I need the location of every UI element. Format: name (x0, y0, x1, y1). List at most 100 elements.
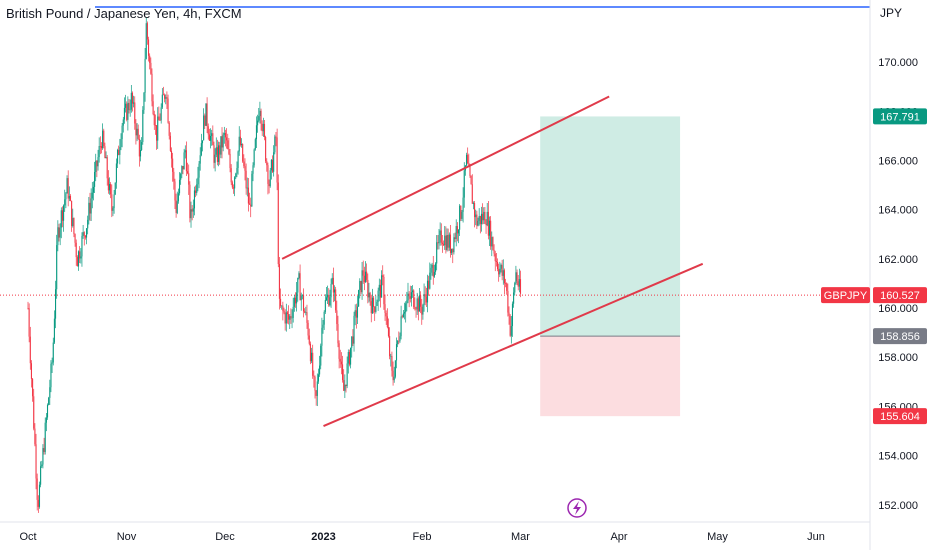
y-tick-label: 160.000 (878, 303, 918, 315)
candle-body (185, 150, 187, 172)
candle-body (105, 157, 107, 159)
candle-body (271, 159, 274, 172)
candle-body (103, 130, 105, 147)
x-tick-label: 2023 (311, 531, 335, 543)
candle-body (423, 294, 425, 305)
candle-body (472, 203, 474, 204)
candle-body (251, 173, 253, 207)
candle-body (208, 134, 210, 141)
candle-body (55, 289, 57, 319)
candle-body (53, 318, 55, 343)
candle-body (261, 123, 263, 132)
candle-body (294, 297, 297, 304)
candle-body (414, 307, 416, 310)
candle-body (385, 313, 387, 317)
x-tick-label: May (707, 531, 728, 543)
candle-body (84, 235, 86, 238)
candle-body (437, 242, 439, 244)
candle-body (30, 363, 32, 379)
candle-body (274, 136, 276, 153)
candle-body (408, 293, 410, 297)
candle-body (462, 197, 464, 212)
candle-body (337, 324, 339, 344)
candle-body (65, 193, 67, 200)
candle-body (130, 92, 132, 110)
candle-body (514, 283, 516, 293)
target-price-tag-text: 167.791 (880, 111, 920, 123)
candle-body (175, 200, 177, 213)
stop-zone[interactable] (540, 336, 681, 417)
candle-body (141, 142, 143, 151)
candle-body (205, 103, 207, 126)
candle-body (455, 226, 457, 240)
candle-body (226, 137, 228, 141)
candle-body (173, 171, 175, 182)
currency-label: JPY (880, 6, 903, 20)
candle-body (387, 327, 390, 337)
candle-body (285, 312, 287, 324)
candle-body (359, 280, 361, 291)
candle-body (418, 295, 421, 312)
candle-body (73, 217, 75, 235)
x-tick-label: Jun (807, 531, 825, 543)
candle-body (94, 171, 96, 187)
x-tick-label: Mar (511, 531, 530, 543)
candle-body (79, 251, 81, 259)
candle-body (438, 234, 440, 244)
candle-body (235, 173, 237, 178)
candle-body (191, 209, 193, 212)
y-tick-label: 170.000 (878, 57, 918, 69)
candle-body (479, 215, 481, 225)
candle-body (135, 123, 137, 136)
candle-body (324, 299, 326, 312)
candle-body (146, 23, 148, 40)
y-tick-label: 158.000 (878, 352, 918, 364)
candle-body (333, 289, 336, 293)
candle-body (288, 314, 290, 320)
candle-body (515, 272, 517, 284)
candle-body (42, 448, 44, 465)
candle-body (308, 335, 310, 344)
candle-body (366, 271, 368, 280)
candle-body (252, 165, 254, 174)
candle-body (110, 184, 112, 195)
candle-body (44, 422, 46, 452)
candle-body (100, 146, 103, 149)
candle-body (153, 114, 155, 126)
candle-body (402, 313, 404, 318)
candle-body (52, 342, 54, 363)
candle-body (293, 297, 295, 307)
candle-body (377, 290, 379, 302)
candle-body (246, 187, 248, 189)
candle-body (123, 107, 125, 120)
candle-body (269, 170, 271, 187)
candle-body (138, 138, 140, 157)
channel-upper-line[interactable] (281, 95, 610, 260)
candle-body (160, 107, 162, 121)
candle-body (356, 306, 359, 318)
candle-body (325, 297, 328, 300)
candle-body (444, 235, 446, 246)
candle-body (232, 187, 235, 189)
candle-body (41, 464, 43, 467)
entry-price-tag-text: 158.856 (880, 331, 920, 343)
target-zone[interactable] (540, 116, 681, 337)
channel-lower-line[interactable] (323, 262, 704, 428)
candle-body (134, 102, 136, 124)
candle-body (159, 120, 161, 121)
candle-body (336, 310, 338, 325)
candle-body (433, 271, 435, 277)
candle-body (321, 327, 323, 346)
candle-body (471, 184, 473, 204)
chart-title: British Pound / Japanese Yen, 4h, FXCM (6, 6, 242, 21)
candle-body (122, 119, 124, 126)
candle-body (421, 306, 423, 315)
symbol-tag-text: GBPJPY (824, 290, 868, 302)
candle-body (368, 292, 370, 298)
x-tick-label: Dec (215, 531, 235, 543)
candle-body (417, 298, 419, 312)
candle-body (420, 295, 422, 307)
candle-body (207, 126, 209, 135)
candle-body (391, 356, 393, 371)
